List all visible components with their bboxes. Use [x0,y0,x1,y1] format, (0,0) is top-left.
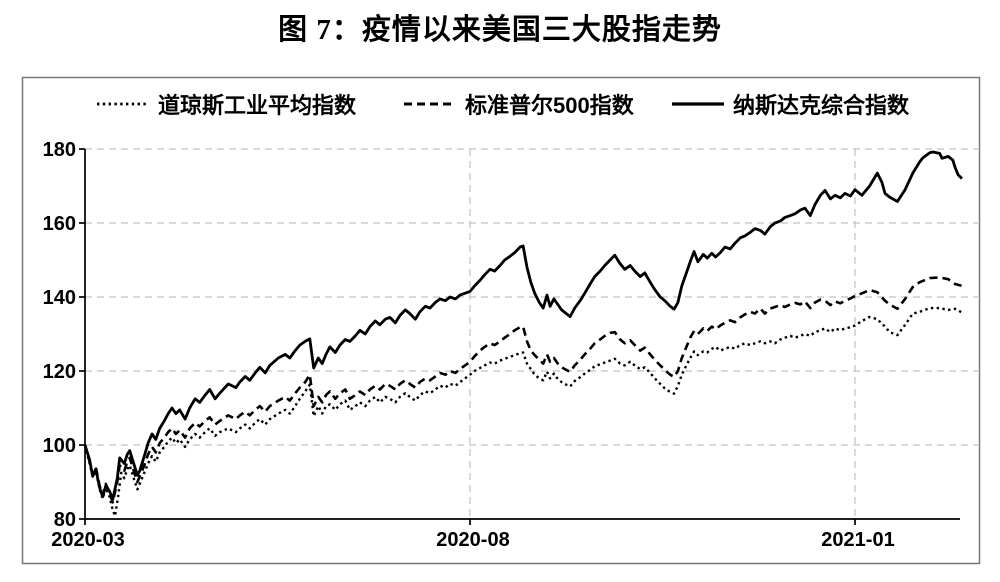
series-dotted-line [83,306,963,518]
axes [79,148,960,525]
legend-label: 标准普尔500指数 [465,93,635,118]
series-solid-line [83,150,963,501]
legend: 道琼斯工业平均指数 标准普尔500指数 纳斯达克综合指数 [97,93,910,118]
y-tick-label: 160 [43,213,76,235]
legend-label: 道琼斯工业平均指数 [158,93,357,118]
y-tick-label: 180 [43,139,76,161]
x-tick-label: 2020-03 [51,529,124,551]
y-tick-label: 80 [54,509,76,531]
chart-title: 图 7：疫情以来美国三大股指走势 [278,14,722,46]
gridlines [85,148,978,519]
series-dashed-line [83,276,963,504]
y-tick-label: 140 [43,287,76,309]
x-tick-label: 2020-08 [436,529,509,551]
plot-frame [21,76,981,565]
y-tick-label: 100 [43,435,76,457]
y-tick-label: 120 [43,361,76,383]
axis-labels: 80 100 120 140 160 180 2020-03 2020-08 2021-01 [43,139,895,551]
x-tick-label: 2021-01 [821,529,894,551]
legend-label: 纳斯达克综合指数 [733,93,910,118]
